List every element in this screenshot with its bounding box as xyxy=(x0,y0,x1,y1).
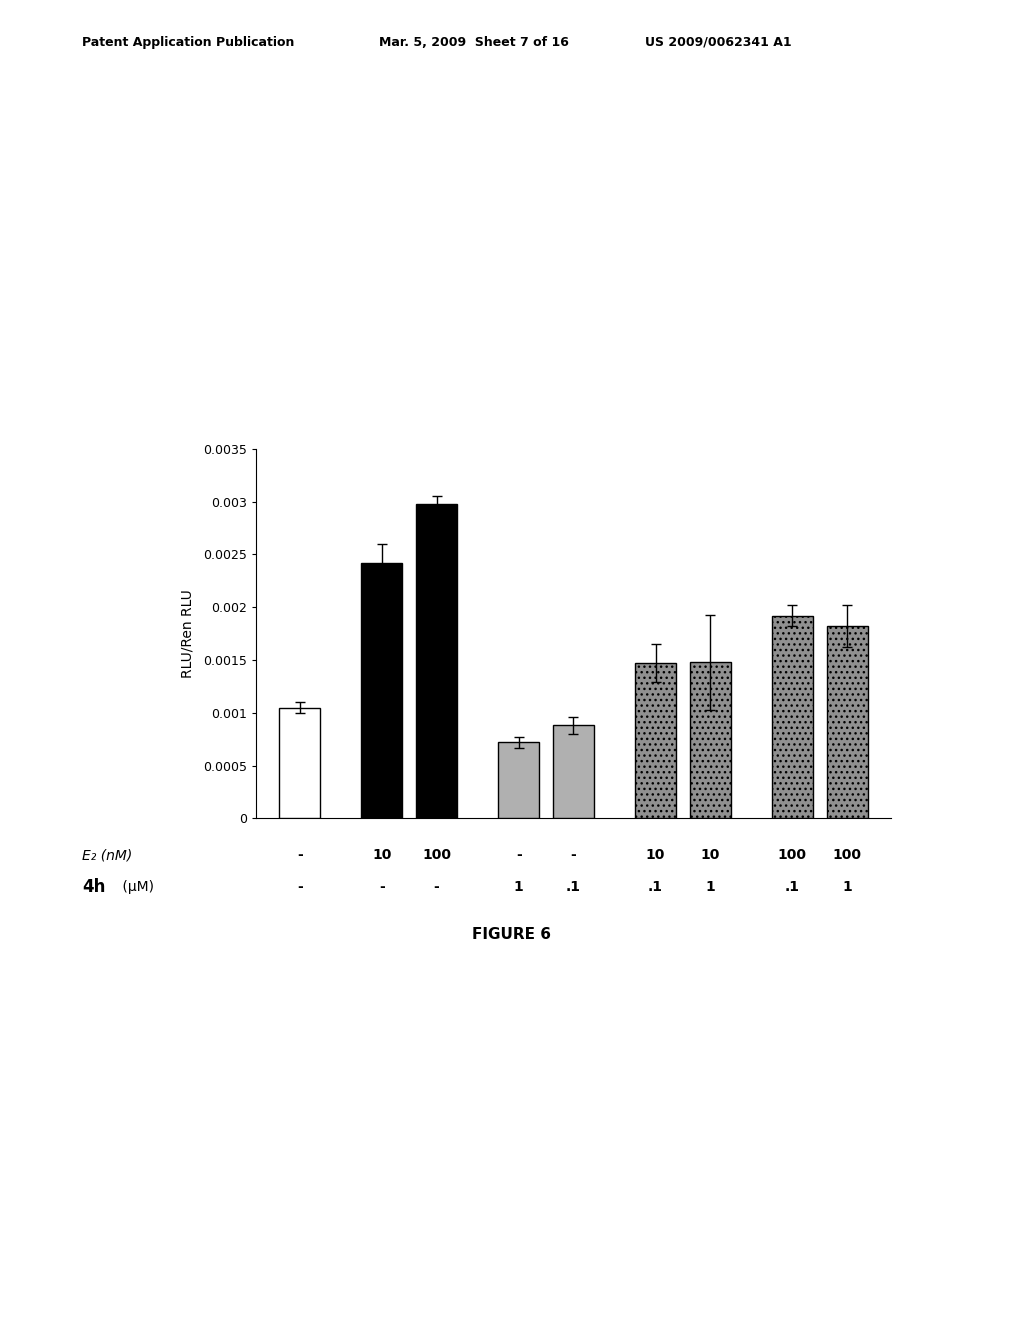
Bar xyxy=(280,708,321,818)
Text: 1: 1 xyxy=(514,880,523,894)
Text: US 2009/0062341 A1: US 2009/0062341 A1 xyxy=(645,36,792,49)
Text: .1: .1 xyxy=(784,880,800,894)
Bar xyxy=(361,562,402,818)
Bar xyxy=(772,615,813,818)
Text: 100: 100 xyxy=(833,849,861,862)
Text: .1: .1 xyxy=(566,880,581,894)
Text: (μM): (μM) xyxy=(118,880,154,894)
Bar xyxy=(499,742,540,818)
Bar xyxy=(690,663,731,818)
Text: E₂ (nM): E₂ (nM) xyxy=(82,849,132,862)
Text: Mar. 5, 2009  Sheet 7 of 16: Mar. 5, 2009 Sheet 7 of 16 xyxy=(379,36,568,49)
Text: -: - xyxy=(434,880,439,894)
Text: 1: 1 xyxy=(842,880,852,894)
Text: -: - xyxy=(379,880,385,894)
Text: 1: 1 xyxy=(706,880,715,894)
Bar xyxy=(553,726,594,818)
Text: -: - xyxy=(297,880,303,894)
Text: 10: 10 xyxy=(646,849,666,862)
Text: 10: 10 xyxy=(700,849,720,862)
Text: .1: .1 xyxy=(648,880,663,894)
Text: 100: 100 xyxy=(422,849,452,862)
Text: 4h: 4h xyxy=(82,878,105,896)
Text: -: - xyxy=(297,849,303,862)
Bar xyxy=(416,504,457,818)
Bar xyxy=(635,663,676,818)
Y-axis label: RLU/Ren RLU: RLU/Ren RLU xyxy=(180,589,195,678)
Text: -: - xyxy=(570,849,577,862)
Text: FIGURE 6: FIGURE 6 xyxy=(472,927,552,941)
Text: Patent Application Publication: Patent Application Publication xyxy=(82,36,294,49)
Text: 10: 10 xyxy=(372,849,391,862)
Text: 100: 100 xyxy=(778,849,807,862)
Text: -: - xyxy=(516,849,521,862)
Bar xyxy=(826,626,867,818)
